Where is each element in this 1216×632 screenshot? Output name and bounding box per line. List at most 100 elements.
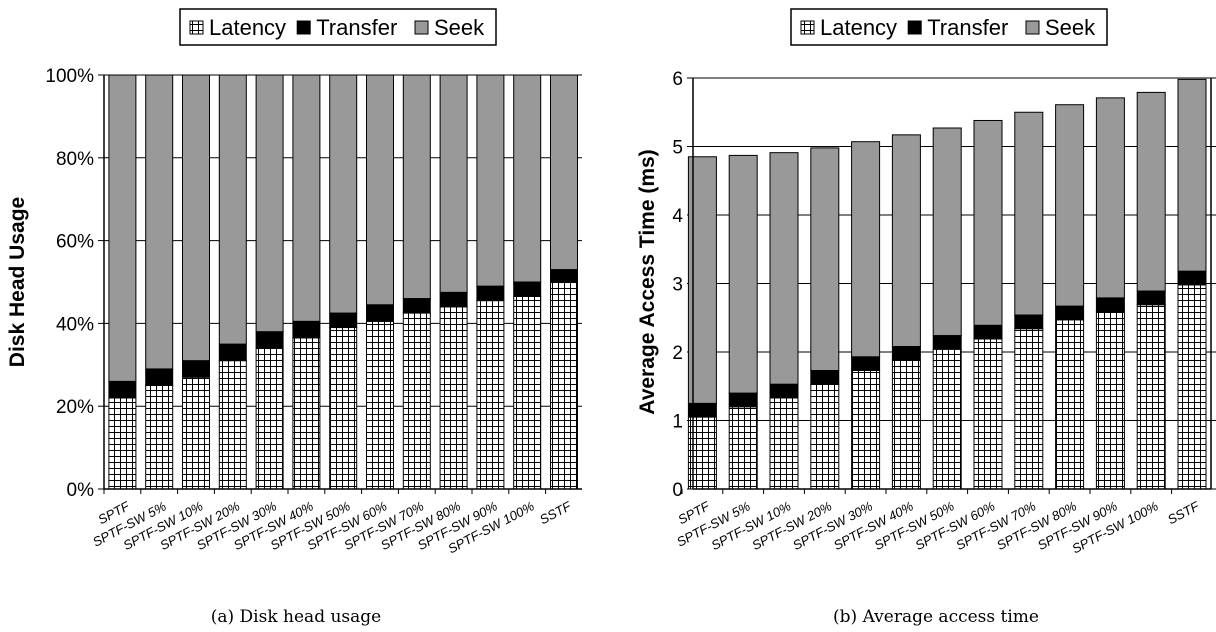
bar-transfer-segment (476, 285, 505, 302)
bar-seek-segment (932, 127, 962, 337)
y-tick-label: 20% (56, 397, 94, 418)
legend-swatch-transfer (907, 20, 922, 35)
bar-transfer-segment (1014, 314, 1044, 330)
bar-seek-segment (402, 74, 431, 300)
bar-latency-segment (1177, 284, 1207, 490)
bar-transfer-segment (851, 356, 881, 371)
y-tick-label: 0% (67, 480, 95, 501)
bar-transfer-segment (1177, 270, 1207, 286)
bar-transfer-segment (439, 291, 468, 308)
legend-label-seek: Seek (1045, 15, 1096, 40)
bar-latency-segment (292, 337, 321, 490)
bar-transfer-segment (292, 320, 321, 339)
bar-transfer-segment (769, 383, 799, 399)
y-tick-label: 1 (672, 412, 683, 433)
bar-latency-segment (476, 300, 505, 490)
bar-latency-segment (145, 385, 174, 490)
bar-seek-segment (476, 74, 505, 287)
legend-box (179, 8, 497, 46)
bar-latency-segment (1055, 319, 1085, 490)
bar-seek-segment (329, 74, 358, 314)
bar-latency-segment (891, 359, 921, 490)
bar-seek-segment (891, 134, 921, 348)
legend-swatch-latency (189, 20, 204, 35)
bar-seek-segment (366, 74, 394, 306)
legend-label-transfer: Transfer (316, 15, 397, 40)
legend-label-transfer: Transfer (927, 15, 1008, 40)
bar-latency-segment (108, 397, 137, 490)
bar-transfer-segment (145, 368, 174, 387)
y-tick-label: 0 (672, 480, 683, 501)
bar-latency-segment (439, 306, 468, 490)
bar-seek-segment (439, 74, 468, 293)
legend-label-seek: Seek (434, 15, 485, 40)
y-tick-label: 100% (45, 66, 94, 87)
caption-a: (a) Disk head usage (211, 607, 381, 627)
bar-transfer-segment (1095, 297, 1125, 313)
bar-latency-segment (182, 376, 210, 490)
bar-transfer-segment (1055, 305, 1085, 321)
bar-transfer-segment (108, 380, 137, 399)
bar-latency-segment (513, 295, 542, 490)
bar-latency-segment (810, 383, 840, 490)
legend-a: Latency Transfer Seek (179, 8, 497, 46)
bar-latency-segment (1014, 328, 1044, 490)
bar-seek-segment (769, 152, 799, 385)
y-tick-label: 2 (672, 343, 683, 364)
bar-transfer-segment (728, 392, 758, 408)
y-tick-label: 4 (672, 206, 683, 227)
bar-seek-segment (1177, 78, 1207, 272)
bar-latency-segment (218, 360, 247, 490)
y-tick-label: 60% (56, 232, 94, 253)
bar-latency-segment (1136, 304, 1166, 490)
bar-seek-segment (218, 74, 247, 345)
bar-latency-segment (932, 348, 962, 490)
bar-latency-segment (402, 312, 431, 490)
y-tick-label: 40% (56, 314, 94, 335)
bar-seek-segment (145, 74, 174, 370)
bar-seek-segment (1014, 111, 1044, 316)
legend-label-latency: Latency (209, 15, 286, 40)
x-category-label: SSTF (537, 498, 574, 527)
legend-swatch-seek (1025, 20, 1040, 35)
bar-latency-segment (1095, 311, 1125, 490)
bar-transfer-segment (513, 281, 542, 297)
bar-transfer-segment (1136, 290, 1166, 306)
bar-transfer-segment (402, 298, 431, 314)
bar-seek-segment (513, 74, 542, 283)
legend-swatch-transfer (296, 20, 311, 35)
x-category-label: SSTF (1165, 498, 1202, 527)
bar-transfer-segment (218, 343, 247, 362)
legend-b: Latency Transfer Seek (790, 8, 1108, 46)
legend-swatch-seek (414, 20, 429, 35)
bar-latency-segment (255, 347, 284, 490)
bar-seek-segment (810, 147, 840, 371)
y-tick-label: 5 (672, 138, 683, 159)
disk-head-usage-chart: Latency Transfer Seek 0%20%40%60%80%100%SP… (6, 8, 582, 627)
bar-latency-segment (366, 320, 394, 490)
bar-transfer-segment (329, 312, 358, 329)
y-tick-label: 3 (672, 275, 683, 296)
bar-seek-segment (728, 154, 758, 394)
bar-seek-segment (1095, 97, 1125, 299)
bar-latency-segment (851, 369, 881, 490)
bar-latency-segment (329, 327, 358, 490)
bar-transfer-segment (182, 360, 210, 378)
bar-latency-segment (769, 397, 799, 490)
bar-seek-segment (1055, 104, 1085, 307)
y-axis-label-b: Average Access Time (ms) (636, 149, 659, 414)
bar-transfer-segment (973, 324, 1003, 340)
bar-latency-segment (973, 338, 1003, 490)
y-axis-label-a: Disk Head Usage (6, 197, 29, 367)
bar-seek-segment (255, 74, 284, 333)
bar-transfer-segment (891, 346, 921, 361)
bar-seek-segment (108, 74, 137, 382)
legend-swatch-latency (800, 20, 815, 35)
bar-seek-segment (1136, 91, 1166, 292)
caption-b: (b) Average access time (833, 607, 1039, 627)
bar-seek-segment (550, 74, 578, 271)
